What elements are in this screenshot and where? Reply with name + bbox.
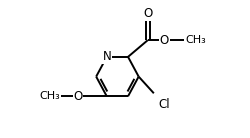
Text: O: O [160, 34, 169, 47]
Text: O: O [73, 90, 83, 103]
Text: O: O [143, 7, 152, 20]
Text: CH₃: CH₃ [185, 35, 206, 45]
Text: N: N [102, 50, 111, 63]
Text: Cl: Cl [158, 98, 170, 111]
Text: CH₃: CH₃ [40, 91, 60, 101]
